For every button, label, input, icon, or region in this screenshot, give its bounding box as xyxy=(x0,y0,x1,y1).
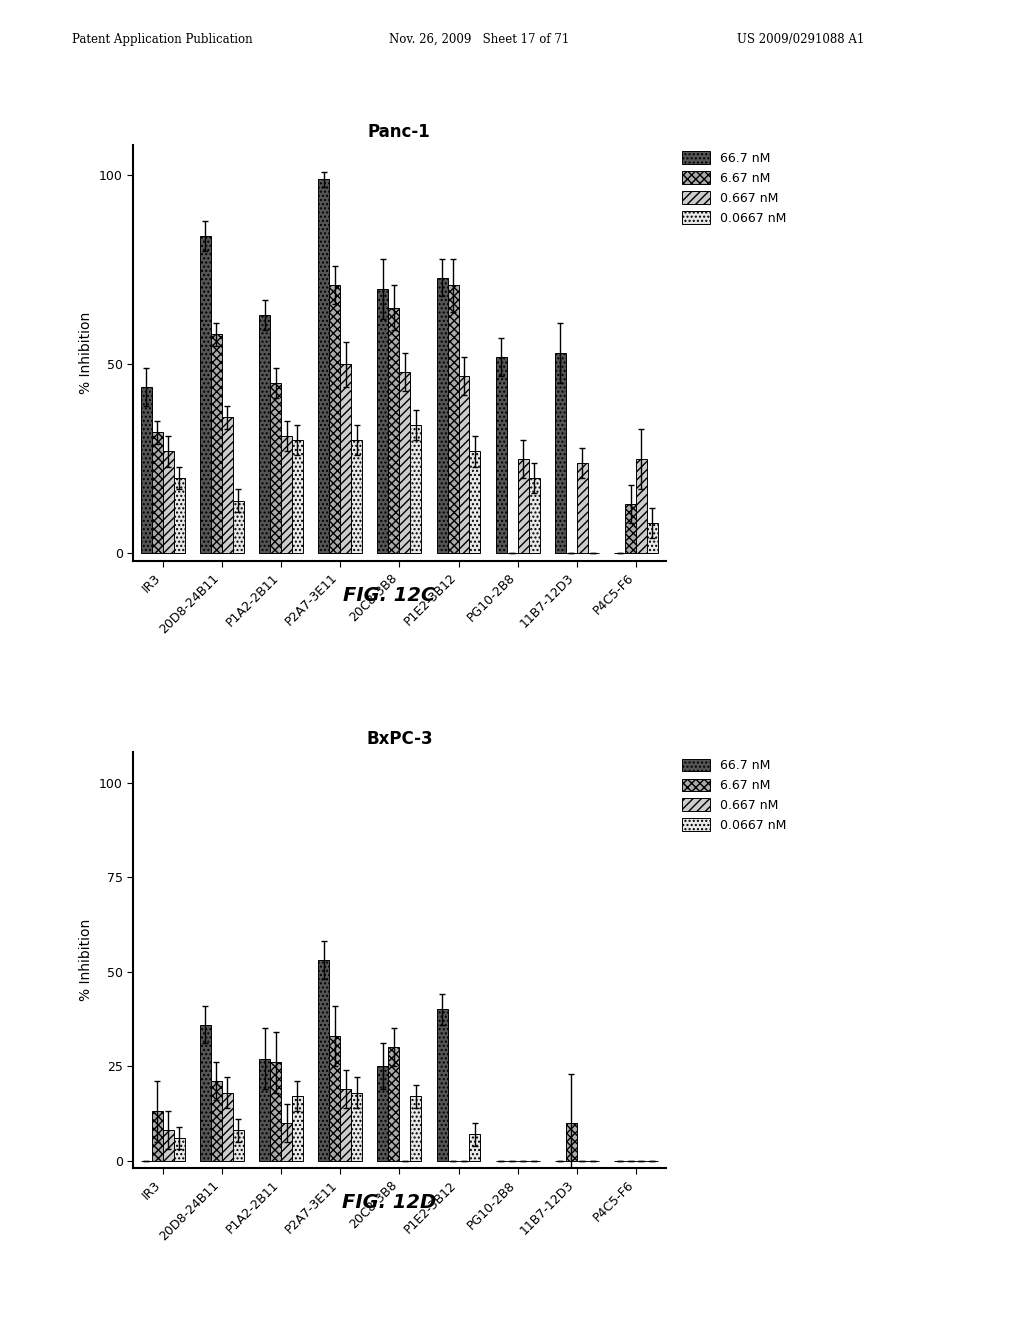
Bar xyxy=(351,1093,362,1160)
Bar xyxy=(318,180,330,553)
Legend: 66.7 nM, 6.67 nM, 0.667 nM, 0.0667 nM: 66.7 nM, 6.67 nM, 0.667 nM, 0.0667 nM xyxy=(683,152,786,224)
Bar xyxy=(351,440,362,553)
Bar xyxy=(528,478,540,553)
Bar xyxy=(636,459,647,553)
Bar xyxy=(318,961,330,1160)
Bar xyxy=(200,1024,211,1160)
Bar xyxy=(469,451,480,553)
Text: US 2009/0291088 A1: US 2009/0291088 A1 xyxy=(737,33,864,46)
Bar xyxy=(647,523,657,553)
Title: BxPC-3: BxPC-3 xyxy=(366,730,433,748)
Bar xyxy=(141,387,152,553)
Bar xyxy=(292,440,303,553)
Text: FIG. 12D: FIG. 12D xyxy=(342,1193,436,1212)
Bar xyxy=(496,356,507,553)
Bar xyxy=(577,463,588,553)
Bar xyxy=(436,1010,447,1160)
Bar xyxy=(388,1047,399,1160)
Bar xyxy=(459,376,469,553)
Bar xyxy=(163,1130,174,1160)
Bar xyxy=(625,504,636,553)
Bar xyxy=(163,451,174,553)
Bar xyxy=(152,433,163,553)
Y-axis label: % Inhibition: % Inhibition xyxy=(79,919,93,1002)
Bar xyxy=(330,1036,340,1160)
Bar xyxy=(399,372,411,553)
Bar xyxy=(340,1089,351,1160)
Bar xyxy=(340,364,351,553)
Bar xyxy=(469,1134,480,1160)
Bar xyxy=(330,285,340,553)
Bar xyxy=(211,1081,222,1160)
Bar xyxy=(447,285,459,553)
Bar xyxy=(281,1123,292,1160)
Bar xyxy=(378,1067,388,1160)
Bar xyxy=(411,425,421,553)
Bar xyxy=(200,236,211,553)
Bar xyxy=(555,354,566,553)
Bar xyxy=(174,1138,184,1160)
Bar xyxy=(259,315,270,553)
Text: FIG. 12C: FIG. 12C xyxy=(343,586,435,605)
Bar xyxy=(232,1130,244,1160)
Bar xyxy=(222,417,232,553)
Bar xyxy=(259,1059,270,1160)
Legend: 66.7 nM, 6.67 nM, 0.667 nM, 0.0667 nM: 66.7 nM, 6.67 nM, 0.667 nM, 0.0667 nM xyxy=(683,759,786,832)
Bar xyxy=(152,1111,163,1160)
Bar xyxy=(222,1093,232,1160)
Bar xyxy=(174,478,184,553)
Text: Patent Application Publication: Patent Application Publication xyxy=(72,33,252,46)
Bar xyxy=(566,1123,577,1160)
Bar xyxy=(518,459,528,553)
Y-axis label: % Inhibition: % Inhibition xyxy=(79,312,93,395)
Bar xyxy=(281,437,292,553)
Bar xyxy=(436,277,447,553)
Bar xyxy=(388,308,399,553)
Title: Panc-1: Panc-1 xyxy=(368,123,431,141)
Text: Nov. 26, 2009   Sheet 17 of 71: Nov. 26, 2009 Sheet 17 of 71 xyxy=(389,33,569,46)
Bar xyxy=(211,334,222,553)
Bar xyxy=(270,383,281,553)
Bar xyxy=(411,1097,421,1160)
Bar xyxy=(292,1097,303,1160)
Bar xyxy=(270,1063,281,1160)
Bar xyxy=(378,289,388,553)
Bar xyxy=(232,500,244,553)
